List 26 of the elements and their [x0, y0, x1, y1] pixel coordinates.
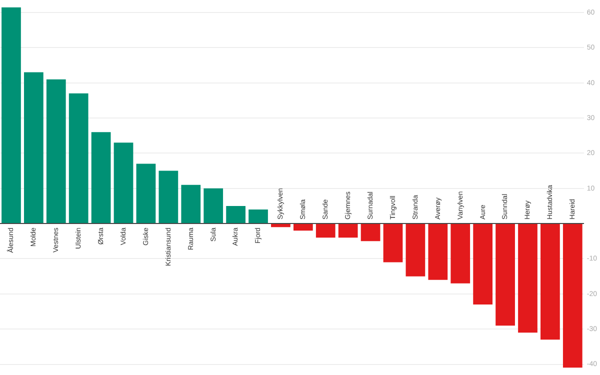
- bar: [24, 72, 44, 224]
- bar: [158, 170, 178, 224]
- bar: [114, 142, 134, 224]
- bar: [2, 7, 21, 224]
- bar: [518, 224, 538, 333]
- bar: [540, 224, 560, 340]
- bar: [46, 79, 66, 224]
- bar: [181, 184, 201, 224]
- bar: [428, 224, 448, 280]
- bar: [406, 224, 426, 276]
- bar: [383, 224, 403, 262]
- bar: [338, 224, 358, 238]
- bar: [271, 224, 290, 228]
- bar: [136, 164, 156, 224]
- bar: [450, 224, 470, 284]
- bar: [248, 209, 268, 224]
- bar: [360, 224, 380, 242]
- bar: [496, 224, 515, 326]
- bar: [473, 224, 493, 304]
- bar: [293, 224, 313, 231]
- bar: [226, 206, 246, 224]
- bar: [562, 224, 582, 368]
- bar: [68, 93, 88, 224]
- bar: [91, 132, 111, 224]
- bar: [204, 188, 224, 224]
- bar: [316, 224, 336, 238]
